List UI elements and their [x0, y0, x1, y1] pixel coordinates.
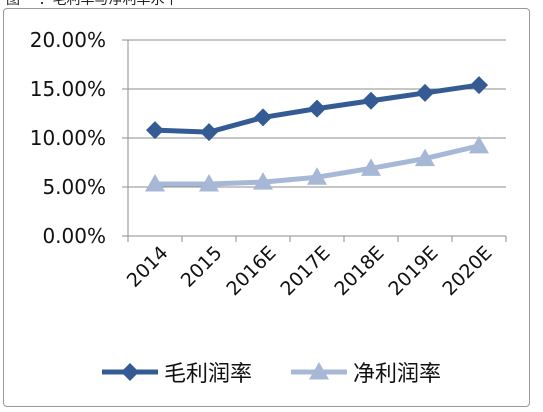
legend-item-net-margin: 净利润率	[291, 362, 441, 387]
y-tick-labels: 0.00% 5.00% 10.00% 15.00% 20.00%	[30, 28, 106, 248]
chart-frame	[3, 8, 530, 407]
axes	[122, 39, 507, 242]
x-tick-label: 2019E	[384, 242, 442, 300]
net-margin-point	[199, 174, 219, 192]
net-margin-point	[307, 167, 327, 185]
series-net-margin	[145, 135, 489, 192]
gross-margin-point	[416, 83, 434, 102]
legend-label: 净利润率	[353, 362, 441, 387]
y-tick-label: 10.00%	[30, 126, 106, 150]
x-tick-label: 2018E	[330, 242, 388, 300]
x-tick-label: 2015	[177, 242, 227, 292]
x-tick-label: 2020E	[438, 242, 496, 300]
x-tick-label: 2016E	[222, 242, 280, 300]
net-margin-point	[253, 172, 273, 190]
legend-marker	[121, 363, 139, 381]
gross-margin-point	[200, 123, 218, 142]
y-tick-label: 15.00%	[30, 77, 106, 101]
gross-margin-point	[308, 99, 326, 118]
x-tick-label: 2014	[123, 242, 173, 292]
y-tick-label: 5.00%	[42, 175, 106, 199]
x-tick-label: 2017E	[276, 242, 334, 300]
net-margin-point	[361, 158, 381, 176]
legend-marker	[309, 362, 329, 380]
gross-margin-point	[470, 76, 488, 95]
net-margin-point	[469, 135, 489, 154]
legend: 毛利润率 净利润率	[102, 362, 441, 387]
gross-margin-point	[254, 108, 272, 127]
top-caption-fragment: 图一 ：毛利率与净利率水平	[6, 0, 179, 8]
net-margin-point	[415, 148, 435, 167]
net-margin-point	[145, 174, 165, 192]
series-group	[145, 76, 489, 192]
gross-margin-point	[362, 91, 380, 110]
gross-margin-point	[146, 121, 164, 140]
y-tick-label: 20.00%	[30, 28, 106, 52]
legend-label: 毛利润率	[164, 362, 252, 387]
series-gross-margin	[146, 76, 488, 142]
y-tick-label: 0.00%	[42, 224, 106, 248]
legend-item-gross-margin: 毛利润率	[102, 362, 252, 387]
